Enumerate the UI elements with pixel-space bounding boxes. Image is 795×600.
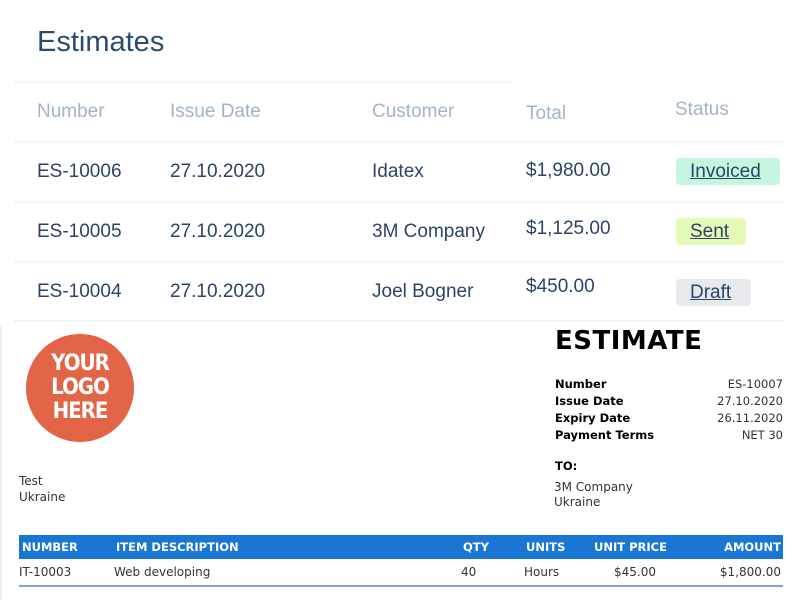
document-heading: ESTIMATE [555, 326, 703, 356]
total: $1,125.00 [526, 218, 611, 239]
page-title: Estimates [37, 26, 165, 58]
estimate-number[interactable]: ES-10004 [37, 281, 122, 302]
estimate-number[interactable]: ES-10006 [37, 161, 122, 182]
meta-label: Payment Terms [555, 428, 655, 442]
item-amount: $1,800.00 [719, 565, 781, 579]
column-header-issue-date[interactable]: Issue Date [170, 101, 261, 122]
status-badge[interactable]: Sent [676, 218, 746, 245]
meta-value: ES-10007 [727, 377, 783, 391]
item-unit-price: $45.00 [614, 565, 656, 579]
item-description: Web developing [114, 565, 211, 579]
from-country: Ukraine [19, 490, 66, 504]
customer: 3M Company [372, 221, 485, 242]
to-label: TO: [555, 459, 578, 473]
issue-date: 27.10.2020 [170, 281, 266, 302]
item-qty: 40 [461, 565, 477, 579]
column-header-customer[interactable]: Customer [372, 101, 455, 122]
estimates-list-panel [14, 0, 784, 322]
status-badge[interactable]: Invoiced [676, 158, 780, 185]
items-header-units: UNITS [526, 540, 566, 554]
total: $1,980.00 [526, 160, 611, 181]
item-number: IT-10003 [19, 565, 72, 579]
items-header-qty: QTY [463, 540, 489, 554]
to-name: 3M Company [554, 480, 633, 494]
issue-date: 27.10.2020 [170, 161, 266, 182]
customer: Joel Bogner [372, 281, 474, 302]
estimate-number[interactable]: ES-10005 [37, 221, 122, 242]
items-header-description: ITEM DESCRIPTION [116, 540, 239, 554]
from-name: Test [19, 474, 43, 488]
meta-label: Issue Date [555, 394, 624, 408]
column-header-number[interactable]: Number [37, 101, 105, 122]
logo-placeholder: YOUR LOGO HERE [26, 334, 134, 442]
issue-date: 27.10.2020 [170, 221, 266, 242]
items-table-header [19, 535, 783, 559]
meta-label: Number [555, 377, 607, 391]
meta-label: Expiry Date [555, 411, 631, 425]
item-units: Hours [524, 565, 560, 579]
total: $450.00 [526, 276, 595, 297]
items-header-amount: AMOUNT [724, 540, 781, 554]
column-header-total[interactable]: Total [526, 103, 567, 124]
customer: Idatex [372, 161, 424, 182]
meta-value: 26.11.2020 [717, 411, 783, 425]
status-badge[interactable]: Draft [676, 279, 751, 306]
meta-value: 27.10.2020 [717, 394, 783, 408]
table-bottom-divider [19, 585, 783, 587]
items-header-number: NUMBER [22, 540, 78, 554]
meta-value: NET 30 [741, 428, 783, 442]
to-country: Ukraine [554, 495, 601, 509]
column-header-status[interactable]: Status [675, 99, 729, 120]
items-header-unit-price: UNIT PRICE [594, 540, 667, 554]
